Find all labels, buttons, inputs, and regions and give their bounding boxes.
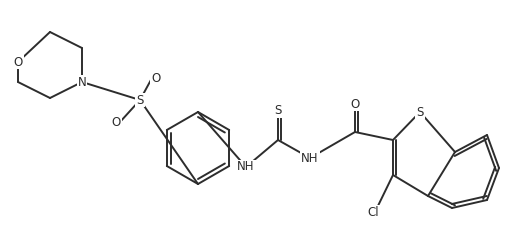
Text: N: N: [78, 76, 87, 88]
Text: Cl: Cl: [367, 206, 379, 218]
Text: O: O: [13, 56, 23, 68]
Text: S: S: [136, 94, 144, 106]
Text: O: O: [350, 98, 359, 110]
Text: S: S: [274, 104, 282, 118]
Text: NH: NH: [237, 160, 255, 173]
Text: O: O: [151, 72, 161, 85]
Text: O: O: [111, 116, 121, 128]
Text: NH: NH: [301, 152, 319, 164]
Text: S: S: [416, 106, 424, 118]
